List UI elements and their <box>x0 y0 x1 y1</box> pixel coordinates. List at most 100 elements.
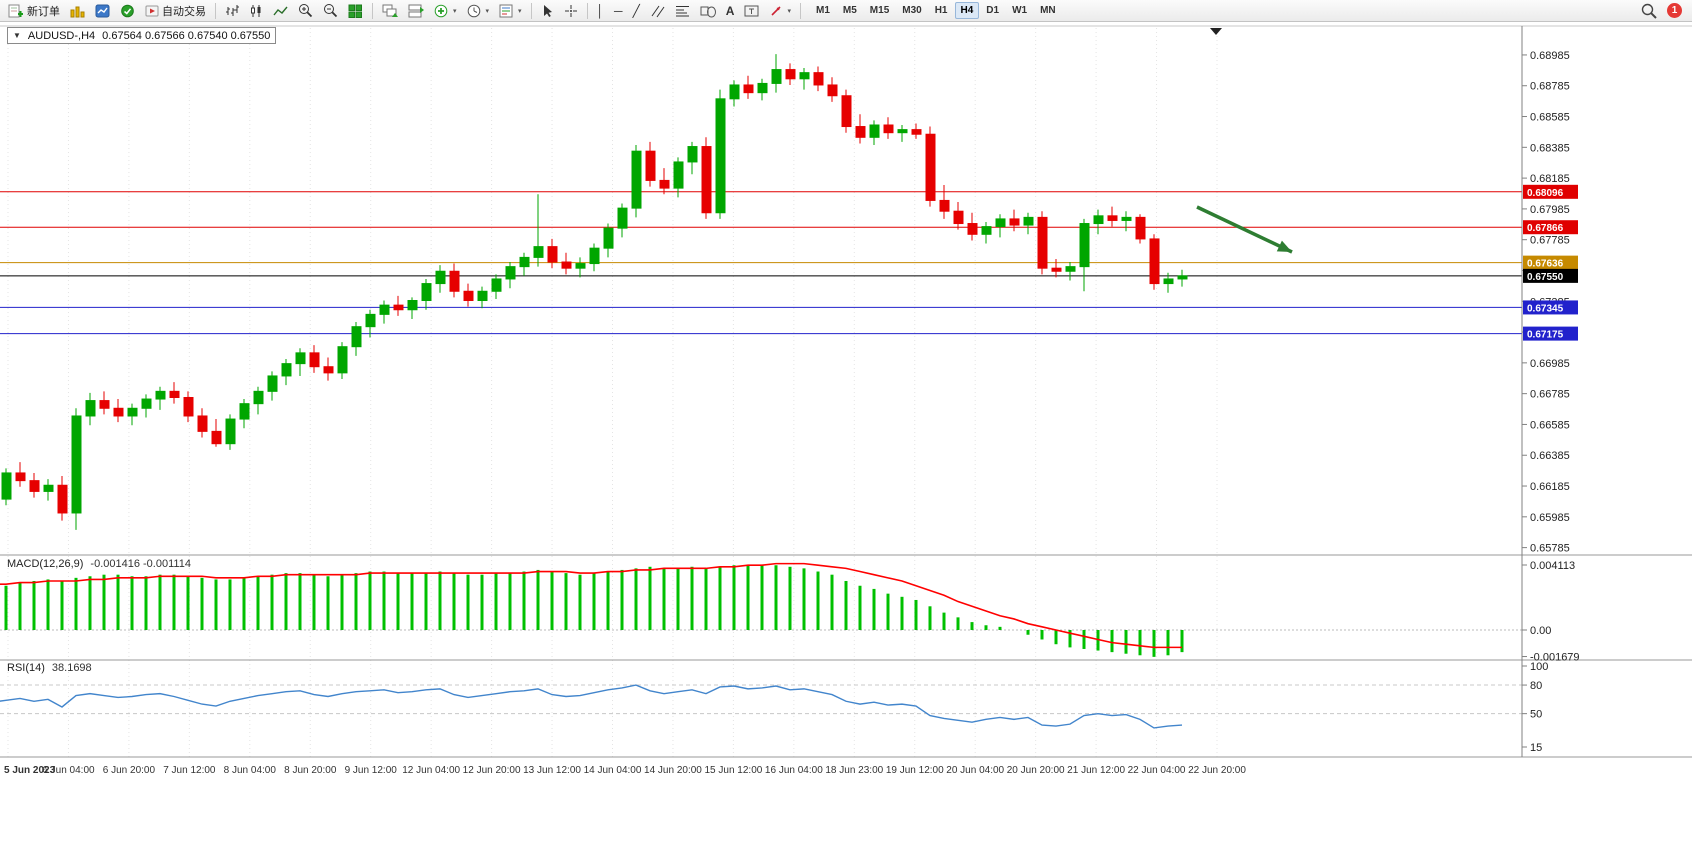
zoom-in-button[interactable] <box>294 2 317 20</box>
timeframe-m5[interactable]: M5 <box>842 5 857 16</box>
timeframe-m15[interactable]: M15 <box>869 5 890 16</box>
arrange-windows-icon <box>408 4 424 17</box>
bear-candle <box>743 84 754 94</box>
profile-chart-icon <box>95 4 110 17</box>
tile-windows-button[interactable] <box>344 2 367 20</box>
cursor-icon <box>543 4 552 17</box>
horizontal-line-tool-button[interactable]: ─ <box>610 2 627 20</box>
text-tool-button[interactable]: A <box>722 2 739 20</box>
rsi-value: 38.1698 <box>51 662 92 674</box>
timeframe-m1[interactable]: M1 <box>815 5 830 16</box>
price-scale-label: 0.68785 <box>1530 81 1570 93</box>
bear-candle <box>911 129 922 135</box>
indicators-button[interactable]: ▾ <box>430 2 461 20</box>
one-click-trading-icon[interactable]: ▼ <box>13 31 21 40</box>
chevron-down-icon: ▾ <box>518 7 522 15</box>
macd-panel-label: MACD(12,26,9) -0.001416 -0.001114 <box>7 558 191 570</box>
time-axis-label: 15 Jun 12:00 <box>704 765 762 776</box>
time-axis-label: 21 Jun 12:00 <box>1067 765 1125 776</box>
vertical-line-tool-button[interactable]: │ <box>593 2 609 20</box>
arrange-windows-button[interactable] <box>404 2 428 20</box>
bull-candle <box>505 266 516 280</box>
shapes-icon <box>700 6 716 17</box>
bear-candle <box>449 270 460 292</box>
bull-candle <box>407 300 418 311</box>
timeframe-h1[interactable]: H1 <box>934 5 948 16</box>
rsi-label: RSI(14) <box>7 662 45 674</box>
notification-badge[interactable]: 1 <box>1667 3 1682 18</box>
candlestick-mode-button[interactable] <box>245 2 267 20</box>
price-tag <box>1523 300 1578 315</box>
symbol-title-box[interactable]: ▼ AUDUSD-,H4 0.67564 0.67566 0.67540 0.6… <box>7 27 277 44</box>
crosshair-icon <box>564 4 577 17</box>
price-scale-label: 0.68185 <box>1530 173 1570 185</box>
bull-candle <box>141 398 152 409</box>
bull-candle <box>379 304 390 315</box>
timeframe-h4[interactable]: H4 <box>954 2 980 19</box>
bull-candle <box>421 283 432 302</box>
toolbar-separator <box>372 2 373 19</box>
price-tag <box>1523 184 1578 199</box>
bull-candle <box>491 278 502 292</box>
fibonacci-tool-button[interactable] <box>671 2 694 20</box>
price-tag <box>1523 268 1578 283</box>
bear-candle <box>211 430 222 445</box>
bar-chart-mode-button[interactable] <box>221 2 243 20</box>
templates-button[interactable]: ▾ <box>495 2 526 20</box>
cascade-windows-button[interactable] <box>378 2 402 20</box>
bear-candle <box>309 352 320 368</box>
timeframe-m30[interactable]: M30 <box>902 5 922 16</box>
bear-candle <box>953 210 964 225</box>
toolbar-separator <box>215 2 216 19</box>
time-axis-label: 7 Jun 12:00 <box>163 765 216 776</box>
rsi-scale-label: 15 <box>1530 742 1542 754</box>
macd-values: -0.001416 -0.001114 <box>90 558 191 570</box>
rsi-panel-label: RSI(14) 38.1698 <box>7 662 92 674</box>
rsi-scale-label: 100 <box>1530 661 1548 673</box>
zoom-out-button[interactable] <box>319 2 342 20</box>
timeframe-d1[interactable]: D1 <box>986 5 1000 16</box>
line-chart-mode-button[interactable] <box>269 2 292 20</box>
crosshair-button[interactable] <box>560 2 582 20</box>
new-order-button[interactable]: 新订单 <box>4 2 64 20</box>
timeframe-w1[interactable]: W1 <box>1012 5 1028 16</box>
search-button[interactable] <box>1637 2 1661 20</box>
chart-shift-marker[interactable] <box>1210 28 1222 35</box>
bull-candle <box>253 390 264 405</box>
bear-candle <box>645 150 656 181</box>
arrow-annotation[interactable] <box>1196 205 1293 254</box>
bear-candle <box>939 199 950 212</box>
market-watch-button[interactable] <box>116 2 139 20</box>
price-tag <box>1523 326 1578 341</box>
time-axis-label: 6 Jun 20:00 <box>103 765 156 776</box>
periods-button[interactable]: ▾ <box>463 2 494 20</box>
channel-tool-button[interactable] <box>646 2 669 20</box>
main-toolbar: 新订单 自动交易 <box>0 0 1692 22</box>
rsi-scale-label: 50 <box>1530 709 1542 721</box>
bull-candle <box>1121 216 1132 221</box>
bull-candle <box>1 472 12 500</box>
bull-candle <box>435 270 446 285</box>
periods-icon <box>467 4 480 17</box>
time-axis-label: 22 Jun 04:00 <box>1128 765 1186 776</box>
shapes-tool-button[interactable] <box>696 2 720 20</box>
bull-candle <box>897 129 908 134</box>
history-chart-button[interactable] <box>66 2 89 20</box>
macd-scale-label: 0.004113 <box>1530 560 1575 572</box>
trendline-tool-button[interactable]: ╱ <box>629 2 644 20</box>
timeframe-mn[interactable]: MN <box>1040 5 1056 16</box>
arrows-tool-button[interactable]: ▾ <box>765 2 795 20</box>
bear-candle <box>463 290 474 302</box>
auto-trading-button[interactable]: 自动交易 <box>141 2 210 20</box>
bull-candle <box>1023 216 1034 226</box>
auto-trading-icon <box>145 5 159 16</box>
cursor-button[interactable] <box>537 2 558 20</box>
auto-trading-label: 自动交易 <box>162 5 206 18</box>
profile-chart-button[interactable] <box>91 2 114 20</box>
text-label-tool-button[interactable] <box>740 2 763 20</box>
candlestick-mode-icon <box>251 4 261 17</box>
bull-candle <box>71 415 82 514</box>
vertical-line-icon: │ <box>596 3 605 18</box>
